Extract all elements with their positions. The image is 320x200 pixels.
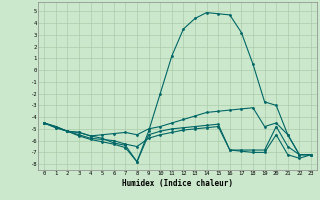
X-axis label: Humidex (Indice chaleur): Humidex (Indice chaleur) bbox=[122, 179, 233, 188]
